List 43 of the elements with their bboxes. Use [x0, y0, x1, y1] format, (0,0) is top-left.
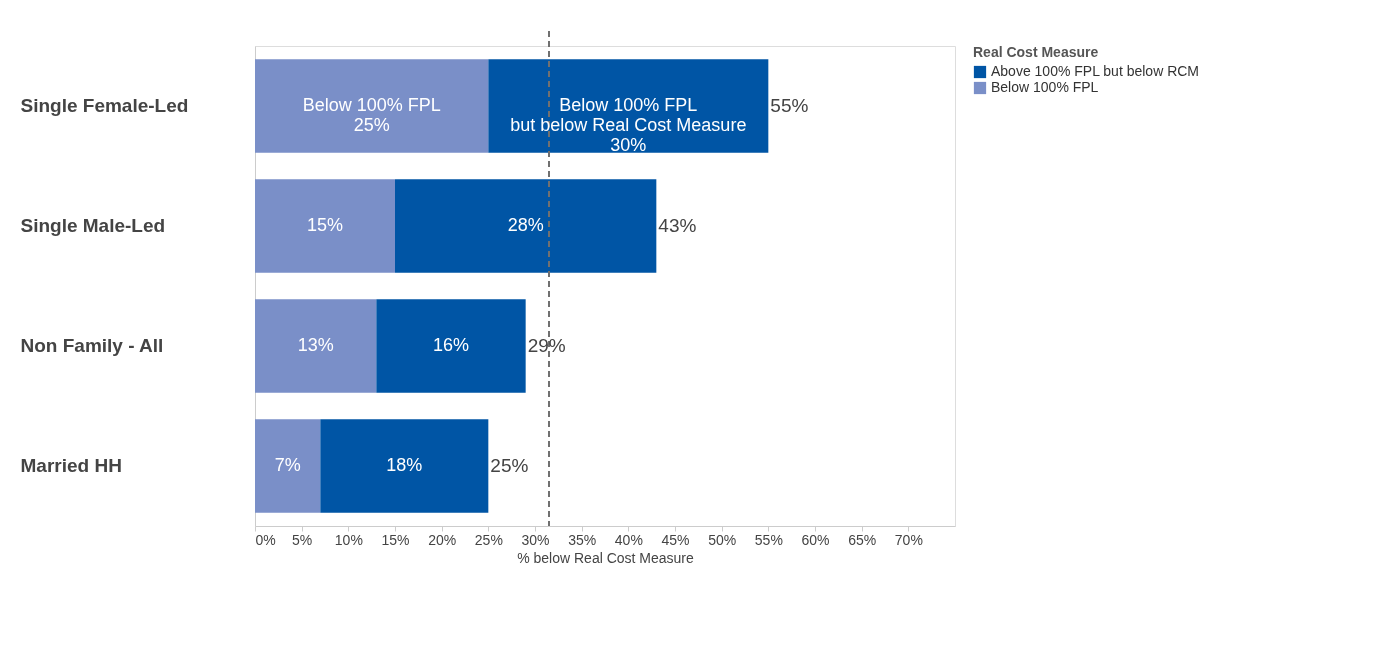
x-tick-label: 10% — [334, 531, 363, 548]
y-tick-label: Married HH — [20, 455, 122, 476]
x-tick-label: 30% — [521, 531, 550, 548]
x-axis-title: % below Real Cost Measure — [517, 549, 695, 566]
data-label: 18% — [386, 455, 423, 475]
data-label: 7% — [274, 455, 301, 475]
bar — [255, 179, 395, 273]
bar — [255, 59, 489, 153]
data-label: 13% — [297, 335, 334, 355]
x-tick-label: 0% — [255, 531, 276, 548]
legend-label: Above 100% FPL but below RCM — [991, 63, 1200, 79]
data-label: 16% — [432, 335, 470, 355]
x-tick-label: 15% — [381, 531, 410, 548]
y-tick-label: Non Family - All — [20, 335, 164, 356]
total-label: 43% — [658, 215, 697, 236]
bar — [395, 179, 657, 273]
bar — [320, 419, 489, 513]
x-tick-label: 40% — [614, 531, 643, 548]
x-tick-label: 60% — [801, 531, 830, 548]
x-tick-label: 45% — [661, 531, 690, 548]
x-tick-label: 35% — [568, 531, 597, 548]
bar — [255, 419, 321, 513]
total-label: 55% — [770, 95, 809, 116]
bar — [376, 299, 526, 393]
x-tick-label: 70% — [894, 531, 923, 548]
x-tick-label: 65% — [848, 531, 877, 548]
data-label: 15% — [306, 215, 344, 235]
total-label: 29% — [527, 335, 566, 356]
total-label: 25% — [490, 455, 529, 476]
y-tick-label: Single Male-Led — [20, 215, 166, 236]
x-tick-label: 5% — [292, 531, 313, 548]
bar — [255, 299, 377, 393]
y-tick-label: Single Female-Led — [20, 95, 189, 116]
legend-label: Below 100% FPL — [991, 79, 1099, 95]
data-label: Below 100% FPL 25% — [302, 95, 441, 135]
x-tick-label: 50% — [708, 531, 737, 548]
data-label: 28% — [507, 215, 544, 235]
data-label: Below 100% FPL but below Real Cost Measure 30% — [510, 95, 747, 155]
x-tick-label: 55% — [754, 531, 783, 548]
legend-title: Real Cost Measure — [973, 44, 1099, 60]
x-tick-label: 25% — [474, 531, 503, 548]
x-tick-label: 20% — [428, 531, 457, 548]
bar — [488, 59, 769, 153]
